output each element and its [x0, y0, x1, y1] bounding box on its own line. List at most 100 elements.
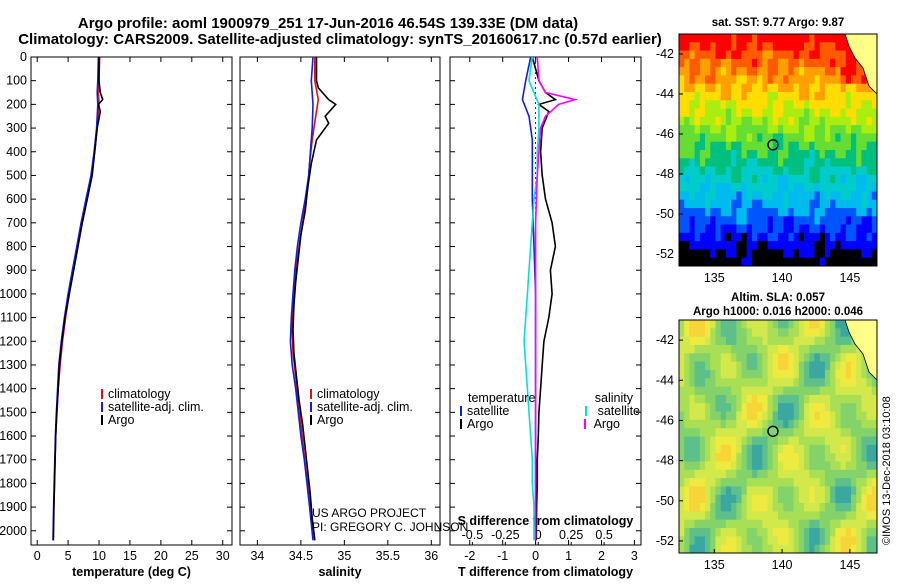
map-cell	[772, 394, 779, 404]
map-cell	[809, 50, 815, 60]
map-cell	[798, 428, 805, 437]
map-cell	[850, 83, 857, 93]
map-cell	[767, 241, 774, 250]
map-cell	[814, 116, 821, 126]
map-cell	[824, 100, 831, 109]
map-cell	[804, 361, 810, 371]
map-cell	[689, 75, 696, 85]
map-cell	[715, 478, 722, 487]
map-cell	[793, 536, 800, 546]
map-cell	[840, 216, 847, 225]
map-cell	[835, 100, 841, 109]
map-cell	[835, 92, 841, 101]
map-cell	[694, 92, 701, 101]
map-cell	[767, 328, 774, 338]
map-cell	[814, 249, 821, 259]
map-cell	[845, 141, 852, 151]
map-cell	[746, 494, 753, 504]
map-cell	[814, 58, 821, 68]
map-cell	[804, 478, 810, 487]
map-cell	[684, 344, 690, 354]
map-cell	[798, 536, 805, 546]
map-cell	[809, 403, 815, 412]
map-cell	[788, 478, 795, 487]
map-cell	[689, 344, 696, 354]
map-cell	[814, 519, 821, 529]
map-cell	[679, 83, 685, 93]
map-cell	[694, 67, 701, 76]
map-cell	[824, 386, 831, 396]
map-cell	[814, 528, 821, 537]
map-cell	[705, 34, 711, 43]
map-cell	[824, 141, 831, 151]
map-cell	[736, 50, 742, 60]
map-cell	[788, 166, 795, 176]
map-cell	[715, 328, 722, 338]
map-cell	[788, 320, 795, 329]
depth-tick-label: 900	[6, 263, 27, 277]
map-cell	[772, 328, 779, 338]
map-cell	[835, 208, 841, 217]
map-cell	[778, 361, 784, 371]
map-cell	[861, 133, 867, 143]
map-cell	[731, 50, 737, 60]
map-cell	[793, 511, 800, 521]
map-cell	[824, 403, 831, 412]
map-cell	[762, 544, 768, 553]
map-cell	[809, 257, 815, 266]
map-cell	[684, 320, 690, 329]
map-cell	[788, 411, 795, 421]
map-cell	[710, 141, 716, 151]
map-cell	[725, 191, 732, 201]
map-cell	[783, 486, 789, 496]
plot-frame	[239, 56, 441, 546]
map-cell	[824, 183, 831, 192]
map-cell	[788, 249, 795, 259]
map-cell	[866, 158, 873, 167]
map-cell	[830, 428, 836, 437]
map-cell	[793, 453, 800, 462]
map-cell	[809, 320, 815, 329]
map-cell	[866, 174, 873, 184]
s-tick-label: -0.5	[462, 528, 484, 542]
map-cell	[778, 519, 784, 529]
map-cell	[720, 150, 727, 159]
depth-tick-label: 1200	[0, 334, 27, 348]
map-cell	[689, 125, 696, 134]
map-cell	[861, 444, 867, 454]
map-cell	[783, 536, 789, 546]
map-cell	[778, 528, 784, 537]
map-cell	[741, 411, 748, 421]
map-frame	[678, 319, 878, 554]
map-cell	[689, 528, 696, 537]
map-cell	[736, 436, 742, 446]
map-cell	[798, 191, 805, 201]
map-cell	[804, 528, 810, 537]
map-cell	[804, 411, 810, 421]
map-cell	[783, 67, 789, 76]
map-cell	[746, 249, 753, 259]
map-cell	[871, 108, 877, 118]
map-cell	[679, 100, 685, 109]
map-cell	[751, 519, 758, 529]
map-cell	[736, 208, 742, 217]
map-cell	[705, 183, 711, 192]
map-cell	[824, 150, 831, 159]
map-cell	[861, 166, 867, 176]
plot-frame	[449, 56, 642, 546]
map-cell	[871, 394, 877, 404]
map-cell	[819, 494, 826, 504]
map-cell	[798, 67, 805, 76]
map-cell	[731, 133, 737, 143]
map-cell	[788, 428, 795, 437]
map-cell	[741, 58, 748, 68]
map-cell	[731, 544, 737, 553]
map-cell	[871, 116, 877, 126]
map-cell	[824, 125, 831, 134]
map-cell	[793, 503, 800, 512]
map-cell	[804, 519, 810, 529]
map-cell	[710, 386, 716, 396]
map-cell	[871, 174, 877, 184]
map-cell	[830, 42, 836, 51]
